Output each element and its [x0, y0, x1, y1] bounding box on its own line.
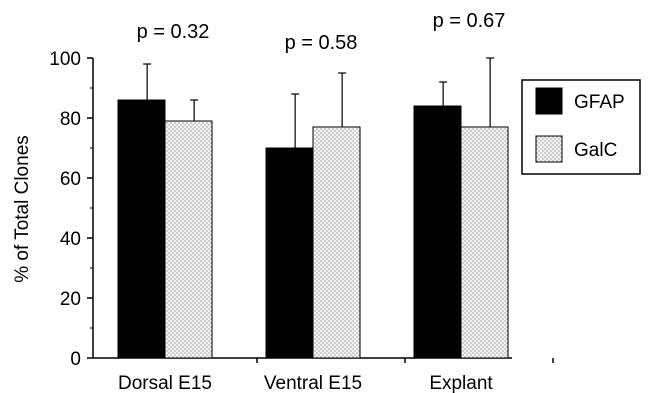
bar-galc-1: [164, 120, 213, 359]
y-axis-title: % of Total Clones: [12, 135, 33, 283]
bar-galc-3: [460, 126, 509, 359]
x-category-label: Explant: [429, 373, 493, 393]
legend-swatch-galc: [535, 135, 563, 163]
legend-label-galc: GalC: [574, 140, 617, 161]
bar-gfap-1: [117, 99, 166, 359]
y-tick-label: 60: [60, 169, 81, 190]
y-ticks: 0 20 40 60 80 100: [49, 49, 93, 370]
category-labels: Dorsal E15 Ventral E15 Explant: [118, 358, 554, 393]
legend-label-gfap: GFAP: [574, 92, 625, 113]
p-value-annotations: p = 0.32 p = 0.58 p = 0.67: [137, 10, 506, 54]
y-tick-label: 80: [60, 109, 81, 130]
p-value-label: p = 0.58: [285, 32, 358, 54]
y-tick-label: 40: [60, 229, 81, 250]
bar-galc-2: [312, 126, 361, 359]
error-bars: [143, 57, 495, 148]
y-tick-label: 20: [60, 289, 81, 310]
x-category-label: Dorsal E15: [118, 373, 212, 393]
x-category-label: Ventral E15: [264, 373, 362, 393]
bar-gfap-3: [413, 105, 462, 359]
bars: [117, 99, 509, 359]
legend-swatch-gfap: [535, 87, 563, 115]
legend-box: [521, 79, 641, 175]
y-tick-label: 100: [49, 49, 81, 70]
p-value-label: p = 0.67: [433, 10, 506, 32]
legend: GFAP GalC: [521, 79, 641, 175]
y-tick-label: 0: [70, 349, 81, 370]
bar-gfap-2: [265, 147, 314, 359]
p-value-label: p = 0.32: [137, 21, 210, 43]
